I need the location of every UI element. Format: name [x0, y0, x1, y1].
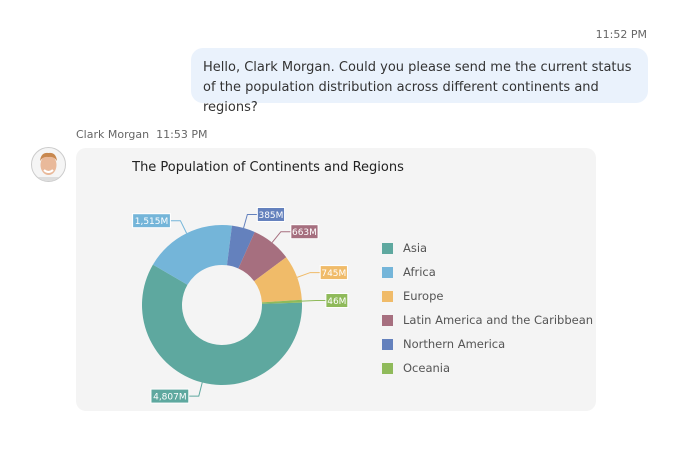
avatar[interactable] — [31, 147, 66, 182]
slice-asia[interactable] — [142, 264, 302, 385]
legend-item[interactable]: Latin America and the Caribbean — [382, 308, 593, 332]
data-label-box — [290, 224, 319, 240]
data-label: 745M — [321, 269, 346, 279]
slice-latin-america-and-the-caribbean[interactable] — [238, 231, 287, 282]
slice-europe[interactable] — [254, 257, 302, 303]
legend-label: Oceania — [403, 361, 451, 375]
legend-item[interactable]: Oceania — [382, 356, 593, 380]
chart-legend: Asia Africa Europe Latin America and the Ca… — [382, 236, 593, 380]
legend-label: Asia — [403, 241, 428, 255]
label-leader-line — [271, 231, 291, 243]
legend-label: Africa — [403, 265, 436, 279]
legend-swatch — [382, 266, 393, 278]
user-message-bubble: Hello, Clark Morgan. Could you please se… — [191, 48, 648, 115]
avatar-face-icon — [38, 152, 59, 181]
slice-northern-america[interactable] — [226, 225, 255, 269]
data-label: 663M — [292, 228, 317, 238]
sender-name: Clark Morgan — [76, 128, 150, 141]
legend-item[interactable]: Asia — [382, 236, 593, 260]
data-label-box — [319, 265, 348, 281]
data-label-box — [256, 206, 286, 222]
legend-swatch — [382, 338, 393, 350]
legend-label: Europe — [403, 289, 444, 303]
legend-swatch — [382, 290, 393, 302]
data-label: 385M — [258, 211, 283, 221]
slice-oceania[interactable] — [261, 299, 302, 304]
legend-item[interactable]: Africa — [382, 260, 593, 284]
data-label-box — [325, 293, 349, 309]
chart-card: The Population of Continents and Regions… — [76, 148, 596, 411]
legend-label: Northern America — [403, 337, 506, 351]
legend-label: Latin America and the Caribbean — [403, 313, 594, 327]
slice-africa[interactable] — [152, 225, 232, 285]
label-leader-line — [170, 220, 188, 234]
legend-item[interactable]: Europe — [382, 284, 593, 308]
donut-chart: 4,807M 1,515M 385M 663M 745M 46M — [132, 206, 349, 404]
label-leader-line — [243, 213, 258, 229]
sent-timestamp: 11:52 PM — [595, 28, 647, 41]
data-label: 46M — [327, 297, 346, 307]
reply-timestamp: 11:53 PM — [156, 128, 208, 141]
label-leader-line — [301, 300, 326, 302]
legend-swatch — [382, 362, 393, 374]
reply-meta: Clark Morgan 11:53 PM — [76, 128, 207, 141]
legend-swatch — [382, 314, 393, 326]
legend-item[interactable]: Northern America — [382, 332, 593, 356]
data-label-box — [132, 213, 171, 229]
data-label: 1,515M — [135, 217, 169, 227]
label-leader-line — [188, 382, 203, 397]
label-leader-line — [296, 272, 321, 278]
data-label: 4,807M — [153, 393, 187, 403]
data-label-box — [150, 388, 190, 404]
chart-title: The Population of Continents and Regions — [132, 160, 404, 175]
legend-swatch — [382, 242, 393, 254]
